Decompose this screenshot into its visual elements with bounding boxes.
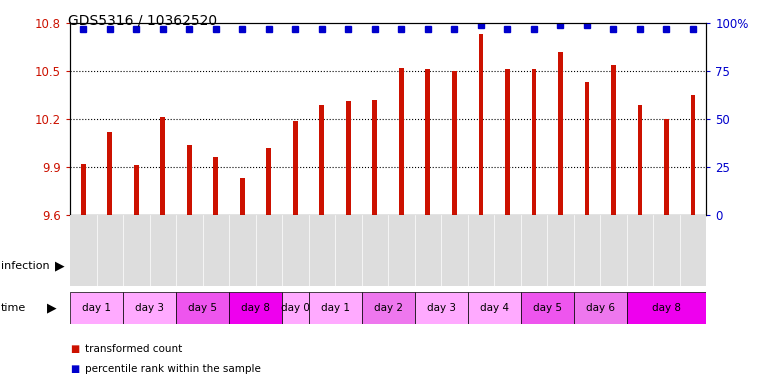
Bar: [282, 215, 309, 286]
Bar: [415, 215, 441, 286]
Bar: [531, 70, 537, 215]
Bar: [361, 292, 415, 324]
Bar: [452, 71, 457, 215]
Bar: [505, 70, 510, 215]
Text: time: time: [1, 303, 26, 313]
Bar: [176, 292, 229, 324]
Bar: [150, 215, 176, 286]
Bar: [467, 292, 521, 324]
Text: percentile rank within the sample: percentile rank within the sample: [85, 364, 261, 374]
Bar: [161, 118, 165, 215]
Bar: [293, 121, 298, 215]
Bar: [558, 52, 563, 215]
Bar: [346, 101, 351, 215]
Bar: [638, 105, 642, 215]
Bar: [187, 145, 192, 215]
Bar: [70, 215, 97, 286]
Bar: [229, 215, 256, 286]
Text: day 8: day 8: [652, 303, 681, 313]
Bar: [213, 157, 218, 215]
Text: transformed count: transformed count: [85, 344, 183, 354]
Text: retrovirus encoding GFP: retrovirus encoding GFP: [113, 261, 239, 271]
Bar: [547, 215, 574, 286]
Text: day 1: day 1: [320, 303, 349, 313]
Text: day 5: day 5: [533, 303, 562, 313]
Bar: [309, 292, 361, 324]
Text: day 5: day 5: [188, 303, 217, 313]
Bar: [134, 166, 139, 215]
Bar: [425, 70, 430, 215]
Bar: [611, 65, 616, 215]
Bar: [680, 215, 706, 286]
Text: day 3: day 3: [427, 303, 456, 313]
Bar: [441, 215, 467, 286]
Bar: [600, 215, 627, 286]
Text: day 4: day 4: [479, 303, 508, 313]
Bar: [266, 148, 271, 215]
Text: ■: ■: [70, 364, 79, 374]
Text: day 3: day 3: [135, 303, 164, 313]
Bar: [176, 215, 202, 286]
Bar: [123, 292, 176, 324]
Bar: [468, 215, 494, 286]
Bar: [479, 34, 483, 215]
Bar: [202, 215, 229, 286]
Bar: [123, 215, 150, 286]
Bar: [664, 119, 669, 215]
Bar: [521, 292, 574, 324]
Bar: [81, 164, 86, 215]
Bar: [107, 132, 112, 215]
Bar: [653, 215, 680, 286]
Bar: [372, 100, 377, 215]
Bar: [70, 250, 282, 282]
Text: day 8: day 8: [241, 303, 270, 313]
Bar: [70, 292, 123, 324]
Bar: [335, 215, 361, 286]
Bar: [229, 292, 282, 324]
Text: ▶: ▶: [55, 260, 64, 272]
Text: day 0: day 0: [281, 303, 310, 313]
Bar: [584, 82, 589, 215]
Text: ■: ■: [70, 344, 79, 354]
Bar: [574, 292, 627, 324]
Bar: [97, 215, 123, 286]
Bar: [282, 292, 309, 324]
Text: day 2: day 2: [374, 303, 403, 313]
Bar: [415, 292, 467, 324]
Bar: [282, 250, 706, 282]
Bar: [494, 215, 521, 286]
Text: infection: infection: [1, 261, 49, 271]
Bar: [399, 68, 404, 215]
Bar: [309, 215, 335, 286]
Text: day 1: day 1: [82, 303, 111, 313]
Text: ▶: ▶: [47, 302, 56, 314]
Text: day 6: day 6: [586, 303, 615, 313]
Bar: [627, 292, 706, 324]
Bar: [361, 215, 388, 286]
Bar: [240, 178, 245, 215]
Bar: [320, 105, 324, 215]
Bar: [256, 215, 282, 286]
Text: GDS5316 / 10362520: GDS5316 / 10362520: [68, 13, 218, 27]
Bar: [388, 215, 415, 286]
Bar: [627, 215, 653, 286]
Text: retroviruses encoding the four transcription factors: retroviruses encoding the four transcrip…: [360, 261, 629, 271]
Bar: [690, 95, 696, 215]
Bar: [574, 215, 600, 286]
Bar: [521, 215, 547, 286]
